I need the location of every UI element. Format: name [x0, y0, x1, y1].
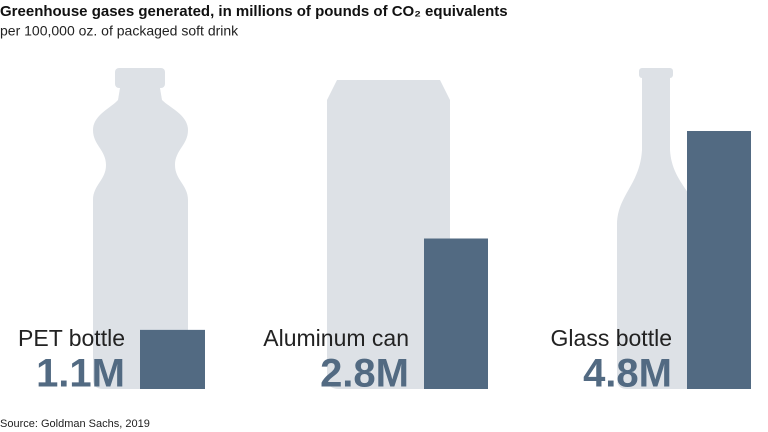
chart-subtitle: per 100,000 oz. of packaged soft drink — [0, 23, 239, 39]
source-note: Source: Goldman Sachs, 2019 — [0, 418, 150, 430]
pet-bottle-silhouette — [93, 68, 188, 389]
category-label: Glass bottle — [551, 325, 672, 351]
category-label: Aluminum can — [263, 325, 409, 351]
chart-title: Greenhouse gases generated, in millions … — [0, 3, 508, 20]
category-label: PET bottle — [18, 325, 125, 351]
bar — [687, 131, 751, 389]
bar — [140, 329, 205, 389]
value-label: 1.1M — [36, 352, 125, 396]
value-label: 4.8M — [583, 352, 672, 396]
bar — [424, 238, 488, 389]
aluminum-can-silhouette — [327, 80, 450, 389]
value-label: 2.8M — [320, 352, 409, 396]
glass-bottle-silhouette — [617, 68, 700, 389]
